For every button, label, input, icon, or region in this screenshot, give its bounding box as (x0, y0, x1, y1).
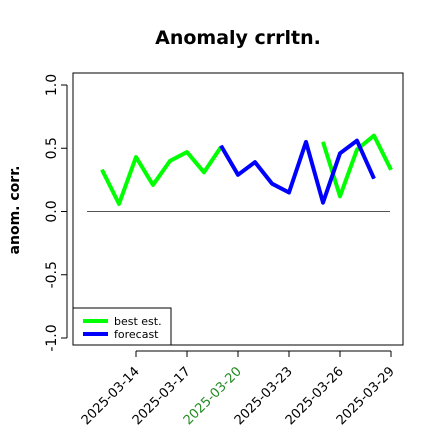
data-point (339, 152, 341, 154)
y-axis: -1.0 -0.5 0.0 0.5 1.0 (44, 74, 68, 352)
data-point (373, 135, 375, 137)
data-point (118, 203, 120, 205)
data-point (186, 151, 188, 153)
data-point (237, 174, 239, 176)
plot-frame (72, 72, 404, 346)
data-point (339, 195, 341, 197)
legend-label: forecast (114, 328, 159, 341)
data-point (203, 171, 205, 173)
series-line-forecast (219, 138, 376, 205)
x-axis: 2025-03-142025-03-172025-03-202025-03-23… (79, 350, 398, 428)
data-point (101, 169, 103, 171)
series-line-best-est (100, 145, 223, 206)
data-point (390, 169, 392, 171)
data-point (322, 141, 324, 143)
data-point (220, 145, 222, 147)
data-point (322, 202, 324, 204)
series-group (100, 133, 393, 206)
y-tick-label: 0.5 (44, 137, 60, 159)
data-point (356, 149, 358, 151)
data-point (373, 178, 375, 180)
y-tick-label: 0.0 (44, 200, 60, 222)
legend: best est.forecast (72, 307, 172, 346)
y-tick-label: -0.5 (44, 261, 60, 288)
chart-title: Anomaly crrltn. (155, 27, 321, 49)
legend-label: best est. (114, 315, 162, 328)
data-point (254, 161, 256, 163)
y-axis-label: anom. corr. (7, 166, 23, 255)
data-point (305, 141, 307, 143)
data-point (169, 160, 171, 162)
data-point (135, 156, 137, 158)
data-point (152, 184, 154, 186)
data-point (288, 192, 290, 194)
data-point (356, 140, 358, 142)
y-tick-label: -1.0 (44, 324, 60, 351)
y-tick-label: 1.0 (44, 74, 60, 96)
data-point (271, 183, 273, 185)
legend-box (72, 307, 172, 346)
